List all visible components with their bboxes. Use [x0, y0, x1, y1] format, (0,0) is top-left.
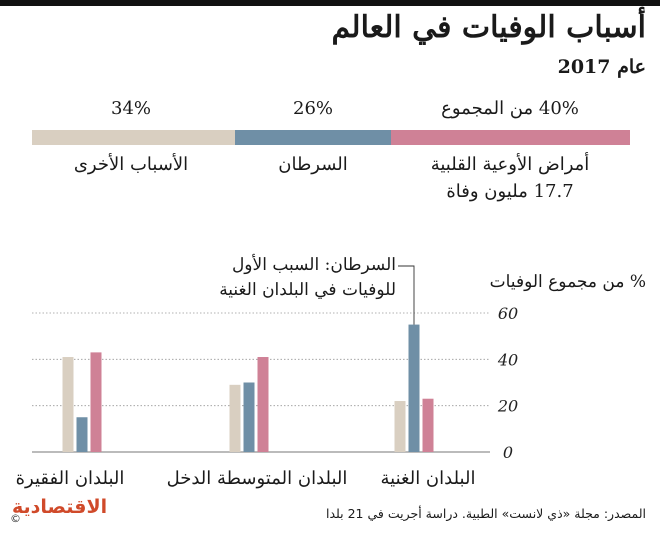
y-tick-label-0: 0 — [503, 443, 513, 462]
pct-label-cancer: 26% — [292, 98, 334, 119]
bar-cancer-2 — [76, 417, 88, 452]
subtitle-year: عام 2017 — [557, 56, 646, 78]
top-rule — [0, 0, 660, 6]
bar-cancer-0 — [408, 324, 420, 452]
segment-name-cancer: السرطان — [278, 154, 348, 175]
segment-name-cardio: أمراض الأوعية القلبية — [430, 154, 590, 175]
stacked-segment-other — [32, 130, 236, 145]
annotation-line-1: السرطان: السبب الأول — [231, 255, 396, 275]
bar-cancer-1 — [243, 382, 255, 452]
y-tick-label-20: 20 — [497, 397, 518, 416]
category-label-poor: البلدان الفقيرة — [15, 468, 125, 489]
segment-sub-cardio: 17.7 مليون وفاة — [446, 181, 574, 202]
y-tick-label-60: 60 — [498, 304, 518, 323]
bar-other-1 — [229, 384, 241, 452]
bar-cardio-2 — [90, 352, 102, 452]
pct-label-cardio: 40% من المجموع — [441, 98, 579, 119]
annotation-leader-line — [398, 265, 415, 325]
source-note: المصدر: مجلة «ذي لانست» الطبية. دراسة أج… — [325, 506, 646, 521]
segment-name-other: الأسباب الأخرى — [73, 154, 189, 175]
bar-cardio-1 — [257, 357, 269, 452]
stacked-bar — [32, 130, 630, 145]
y-tick-label-40: 40 — [497, 350, 518, 369]
stacked-segment-cardio — [390, 130, 630, 145]
bar-other-0 — [394, 401, 406, 452]
pct-label-other: 34% — [110, 98, 152, 119]
page-title: أسباب الوفيات في العالم — [331, 10, 646, 45]
y-axis-label: % من مجموع الوفيات — [489, 272, 646, 292]
category-label-rich: البلدان الغنية — [380, 468, 476, 489]
bar-cardio-0 — [422, 398, 434, 452]
copyright-mark: © — [10, 512, 21, 525]
stacked-segment-cancer — [235, 130, 391, 145]
category-label-middle: البلدان المتوسطة الدخل — [166, 468, 348, 489]
publisher-logo: الاقتصادية — [12, 496, 108, 518]
annotation-line-2: للوفيات في البلدان الغنية — [219, 280, 396, 300]
bar-other-2 — [62, 357, 74, 452]
